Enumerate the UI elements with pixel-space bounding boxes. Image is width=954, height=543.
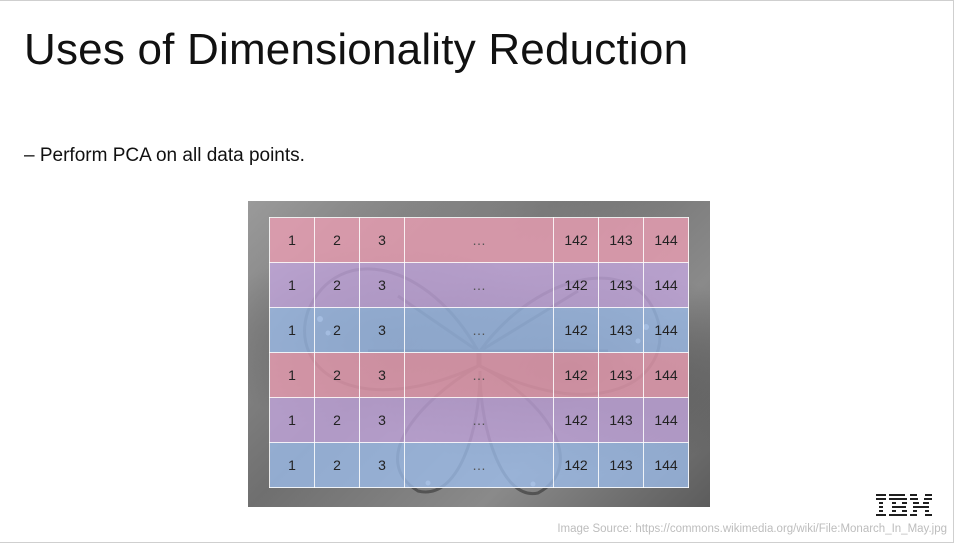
table-cell: 2 (314, 307, 360, 353)
table-cell: 143 (598, 217, 644, 263)
table-cell: … (404, 307, 554, 353)
table-cell: 3 (359, 307, 405, 353)
table-cell: 142 (553, 262, 599, 308)
table-cell: 1 (269, 397, 315, 443)
table-cell: 142 (553, 307, 599, 353)
table-cell: 144 (643, 397, 689, 443)
table-row: 1 2 3… 142 143 144 (269, 307, 689, 353)
table-cell: 1 (269, 307, 315, 353)
table-cell: 142 (553, 217, 599, 263)
table-cell: 144 (643, 352, 689, 398)
table-cell: … (404, 352, 554, 398)
table-cell: 143 (598, 307, 644, 353)
ibm-logo (876, 494, 932, 516)
table-cell: 3 (359, 217, 405, 263)
table-cell: 143 (598, 397, 644, 443)
table-cell: 3 (359, 442, 405, 488)
table-cell: 1 (269, 217, 315, 263)
table-cell: 142 (553, 442, 599, 488)
table-cell: 144 (643, 307, 689, 353)
table-cell: 144 (643, 442, 689, 488)
table-cell: 1 (269, 352, 315, 398)
table-cell: 3 (359, 262, 405, 308)
table-cell: 143 (598, 262, 644, 308)
table-cell: 2 (314, 442, 360, 488)
table-cell: 1 (269, 442, 315, 488)
table-cell: 144 (643, 262, 689, 308)
table-cell: 2 (314, 217, 360, 263)
table-cell: 143 (598, 352, 644, 398)
table-cell: 3 (359, 352, 405, 398)
table-cell: … (404, 442, 554, 488)
table-cell: … (404, 217, 554, 263)
table-cell: 144 (643, 217, 689, 263)
table-cell: 142 (553, 352, 599, 398)
table-cell: 2 (314, 397, 360, 443)
table-cell: … (404, 262, 554, 308)
table-row: 1 2 3… 142 143 144 (269, 442, 689, 488)
table-row: 1 2 3… 142 143 144 (269, 262, 689, 308)
table-cell: 1 (269, 262, 315, 308)
table-row: 1 2 3… 142 143 144 (269, 397, 689, 443)
table-cell: 3 (359, 397, 405, 443)
image-source-caption: Image Source: https://commons.wikimedia.… (557, 523, 947, 535)
pixel-data-table: 1 2 3… 142 143 144 1 2 3… 142 143 144 1 2 3… 142 143 144 1… (269, 217, 689, 488)
bullet-text: – Perform PCA on all data points. (24, 145, 305, 166)
slide-title: Uses of Dimensionality Reduction (24, 25, 689, 74)
table-cell: 143 (598, 442, 644, 488)
table-row: 1 2 3… 142 143 144 (269, 217, 689, 263)
table-cell: 2 (314, 352, 360, 398)
table-cell: 142 (553, 397, 599, 443)
table-row: 1 2 3… 142 143 144 (269, 352, 689, 398)
table-cell: … (404, 397, 554, 443)
table-cell: 2 (314, 262, 360, 308)
